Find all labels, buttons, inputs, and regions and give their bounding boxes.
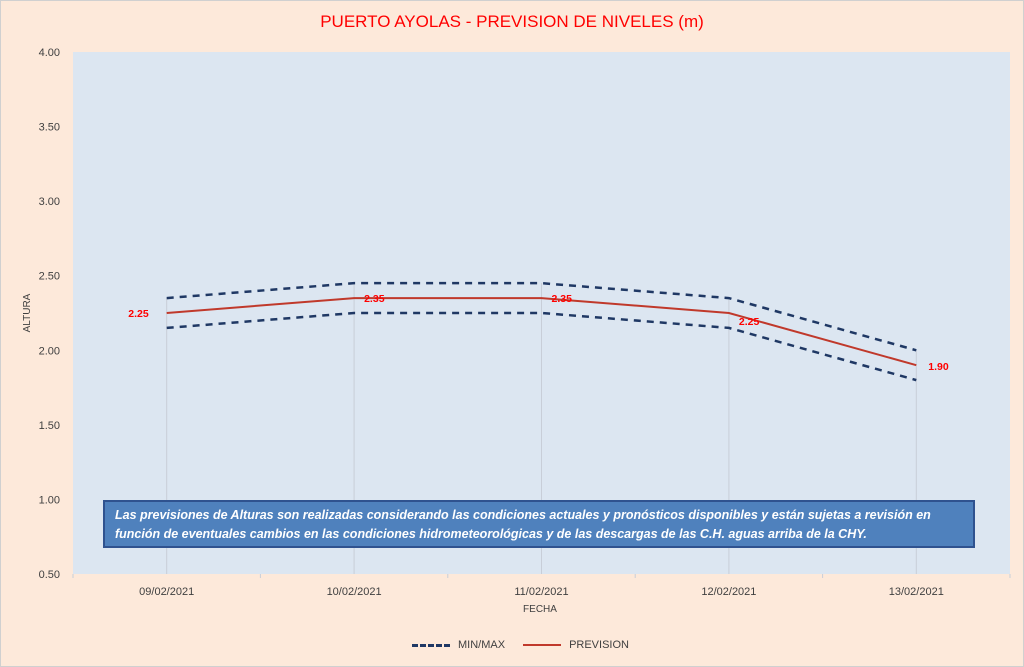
x-tick-label: 10/02/2021 xyxy=(327,586,382,598)
y-tick-label: 1.00 xyxy=(39,494,60,506)
legend-minmax-swatch xyxy=(412,643,450,647)
x-tick-label: 09/02/2021 xyxy=(139,586,194,598)
data-label: 2.35 xyxy=(552,293,573,305)
legend-prevision-label: PREVISION xyxy=(569,639,629,651)
x-tick-label: 12/02/2021 xyxy=(701,586,756,598)
legend: MIN/MAX PREVISION xyxy=(412,639,629,651)
chart-title: PUERTO AYOLAS - PREVISION DE NIVELES (m) xyxy=(320,12,704,31)
y-tick-label: 1.50 xyxy=(39,420,60,432)
y-tick-label: 2.50 xyxy=(39,271,60,283)
legend-prevision-swatch xyxy=(523,644,562,646)
series-line-min xyxy=(166,311,917,382)
x-axis-title: FECHA xyxy=(523,604,557,615)
x-tick-label: 13/02/2021 xyxy=(889,586,944,598)
x-tick-label: 11/02/2021 xyxy=(514,586,568,598)
y-tick-label: 0.50 xyxy=(39,569,60,581)
y-tick-label: 4.00 xyxy=(39,47,60,59)
series-line-forecast xyxy=(166,297,917,367)
data-label: 2.35 xyxy=(364,293,385,305)
series-line-max xyxy=(166,281,917,352)
data-label: 2.25 xyxy=(128,308,149,320)
data-label: 2.25 xyxy=(739,316,760,328)
y-tick-label: 3.50 xyxy=(39,122,60,134)
y-tick-label: 3.00 xyxy=(39,196,60,208)
legend-minmax-label: MIN/MAX xyxy=(458,639,506,651)
disclaimer-note: Las previsiones de Alturas son realizada… xyxy=(103,500,975,548)
data-label: 1.90 xyxy=(928,361,949,373)
y-axis-title: ALTURA xyxy=(22,293,33,332)
y-tick-label: 2.00 xyxy=(39,345,60,357)
